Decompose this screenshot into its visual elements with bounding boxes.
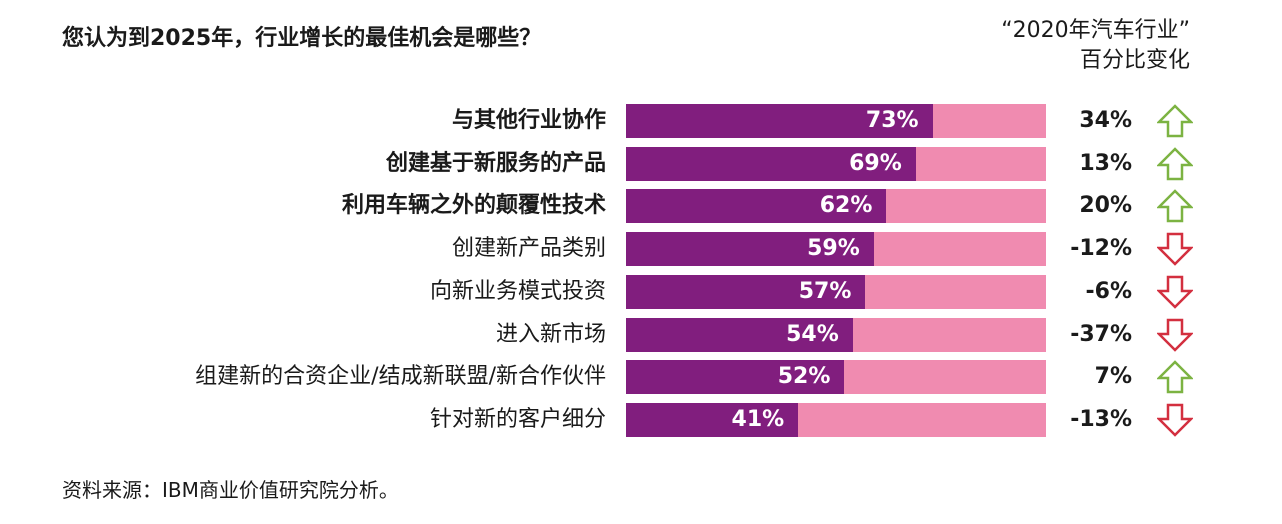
change-value-label: -37% [1070,321,1132,347]
chart-row: 组建新的合资企业/结成新联盟/新合作伙伴 52% 7% [0,360,1282,395]
arrow-up-icon [1157,104,1193,138]
arrow-down-shape [1157,318,1193,352]
category-label: 向新业务模式投资 [429,278,606,304]
bar-track: 62% [626,189,1046,224]
arrow-up-shape [1157,146,1193,180]
change-header-line2: 百分比变化 [1079,48,1190,73]
arrow-down-icon [1157,275,1193,309]
change-header-line1: “2020年汽车行业” [1001,18,1190,43]
arrow-up-shape [1157,360,1193,394]
category-label: 创建基于新服务的产品 [385,150,606,176]
bar: 52% [626,360,845,395]
category-label: 针对新的客户细分 [429,406,606,432]
change-value-label: -12% [1070,236,1132,262]
bar: 73% [626,104,933,138]
bar-track: 41% [626,402,1046,437]
bar-value-label: 52% [777,364,831,390]
bar-value-label: 54% [786,321,839,347]
bar: 62% [626,189,887,224]
bar-value-label: 57% [798,278,852,304]
change-value-label: -6% [1085,278,1132,304]
bar-track: 57% [626,274,1046,309]
bar-track: 69% [626,146,1046,181]
chart-row: 创建新产品类别 59% -12% [0,232,1282,267]
chart-row: 针对新的客户细分 41% -13% [0,402,1282,437]
bar-value-label: 73% [865,108,919,133]
change-column-header: “2020年汽车行业” 百分比变化 [1001,16,1190,76]
bar: 54% [626,317,853,352]
category-label: 创建新产品类别 [451,236,606,262]
source-note: 资料来源：IBM商业价值研究院分析。 [62,478,399,502]
category-label: 进入新市场 [495,321,606,347]
arrow-down-shape [1157,275,1193,309]
bar-value-label: 41% [731,406,785,432]
arrow-up-icon [1157,189,1193,223]
bar-value-label: 69% [849,150,902,176]
bar-track: 73% [626,104,1046,138]
bar: 57% [626,274,866,309]
chart-title: 您认为到2025年，行业增长的最佳机会是哪些？ [62,26,542,51]
bar-track: 54% [626,317,1046,352]
chart-row: 与其他行业协作 73% 34% [0,104,1282,138]
bar-value-label: 59% [807,236,860,262]
chart-row: 进入新市场 54% -37% [0,317,1282,352]
change-value-label: 34% [1079,108,1132,133]
bar: 69% [626,146,916,181]
chart-row: 创建基于新服务的产品 69% 13% [0,146,1282,181]
category-label: 与其他行业协作 [451,108,606,133]
change-value-label: 13% [1079,150,1132,176]
category-label: 组建新的合资企业/结成新联盟/新合作伙伴 [195,364,606,390]
bar: 41% [626,402,799,437]
bar-value-label: 62% [819,193,873,219]
arrow-down-shape [1157,232,1193,266]
category-label: 利用车辆之外的颠覆性技术 [341,193,606,219]
arrow-down-icon [1157,318,1193,352]
change-value-label: -13% [1070,406,1132,432]
arrow-up-shape [1157,189,1193,223]
arrow-up-icon [1157,146,1193,180]
bar-track: 59% [626,232,1046,267]
arrow-up-icon [1157,360,1193,394]
bar: 59% [626,232,874,267]
chart-row: 利用车辆之外的颠覆性技术 62% 20% [0,189,1282,224]
change-value-label: 7% [1094,364,1132,390]
change-value-label: 20% [1079,193,1132,219]
arrow-down-shape [1157,403,1193,437]
arrow-down-icon [1157,403,1193,437]
arrow-up-shape [1157,104,1193,138]
arrow-down-icon [1157,232,1193,266]
chart-row: 向新业务模式投资 57% -6% [0,274,1282,309]
bar-track: 52% [626,360,1046,395]
